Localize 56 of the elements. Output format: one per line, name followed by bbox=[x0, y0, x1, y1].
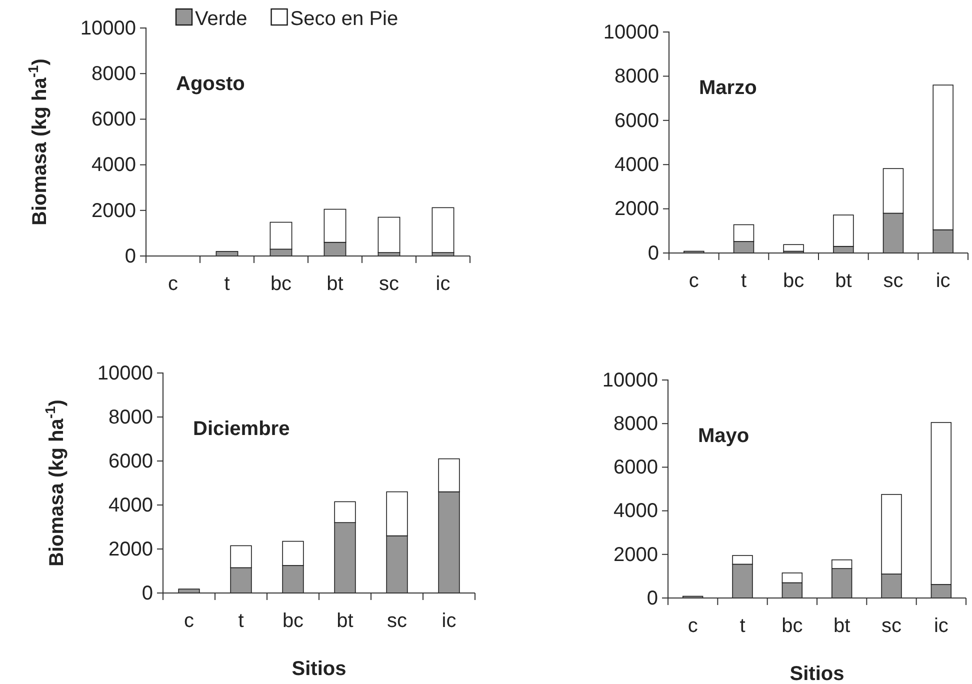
x-tick-label: bc bbox=[270, 273, 292, 296]
y-tick-label: 10000 bbox=[80, 17, 136, 40]
x-tick-label: sc bbox=[883, 270, 904, 292]
y-tick-label: 0 bbox=[646, 587, 658, 610]
y-tick-label: 6000 bbox=[92, 108, 136, 131]
text: Agosto bbox=[176, 73, 245, 95]
y-tick-label: 6000 bbox=[108, 450, 153, 472]
y-tick-label: 10000 bbox=[603, 21, 659, 44]
legend-label: Seco en Pie bbox=[290, 8, 398, 30]
y-tick-label: 6000 bbox=[614, 110, 659, 132]
x-tick-label: c bbox=[688, 615, 698, 638]
x-tick-label: sc bbox=[387, 610, 407, 632]
x-axis-title: Sitios bbox=[790, 663, 844, 684]
y-tick-label: 8000 bbox=[108, 406, 153, 428]
text: Diciembre bbox=[193, 418, 290, 440]
y-tick-label: 0 bbox=[124, 245, 136, 268]
y-tick-label: 6000 bbox=[614, 456, 658, 479]
y-tick-label: 4000 bbox=[614, 500, 658, 522]
x-tick-label: t bbox=[238, 610, 244, 632]
x-tick-label: c bbox=[168, 273, 178, 296]
y-tick-label: 4000 bbox=[92, 154, 136, 176]
y-tick-label: 2000 bbox=[108, 538, 153, 560]
x-tick-label: bt bbox=[833, 615, 851, 638]
y-tick-label: 4000 bbox=[108, 494, 153, 516]
x-tick-label: bt bbox=[835, 270, 852, 292]
y-tick-label: 2000 bbox=[614, 198, 659, 220]
x-tick-label: ic bbox=[934, 615, 948, 638]
x-tick-label: bc bbox=[782, 615, 803, 638]
y-tick-label: 10000 bbox=[97, 362, 153, 384]
x-tick-label: bt bbox=[326, 273, 344, 296]
x-tick-label: ic bbox=[936, 270, 950, 292]
y-tick-label: 8000 bbox=[614, 66, 659, 88]
x-tick-label: t bbox=[740, 615, 746, 638]
y-tick-label: 10000 bbox=[602, 369, 658, 392]
x-tick-label: bc bbox=[783, 270, 804, 292]
x-axis-title: Sitios bbox=[292, 658, 346, 680]
y-tick-label: 2000 bbox=[614, 544, 658, 566]
x-tick-label: c bbox=[688, 270, 699, 292]
y-tick-label: 4000 bbox=[614, 154, 659, 176]
y-tick-label: 0 bbox=[142, 582, 153, 604]
x-tick-label: ic bbox=[436, 273, 450, 296]
x-tick-label: bc bbox=[282, 610, 304, 632]
x-tick-label: sc bbox=[882, 615, 902, 638]
y-tick-label: 8000 bbox=[614, 413, 658, 435]
x-tick-label: bt bbox=[336, 610, 354, 632]
y-tick-label: 0 bbox=[648, 242, 659, 264]
y-tick-label: 8000 bbox=[92, 63, 136, 85]
text: Marzo bbox=[699, 77, 757, 99]
legend-label: Verde bbox=[195, 8, 248, 30]
x-tick-label: t bbox=[740, 270, 747, 292]
text: Mayo bbox=[698, 425, 750, 447]
x-tick-label: c bbox=[184, 610, 194, 632]
y-tick-label: 2000 bbox=[92, 200, 136, 222]
x-tick-label: t bbox=[224, 273, 230, 296]
x-tick-label: sc bbox=[379, 273, 399, 296]
x-tick-label: ic bbox=[442, 610, 456, 632]
